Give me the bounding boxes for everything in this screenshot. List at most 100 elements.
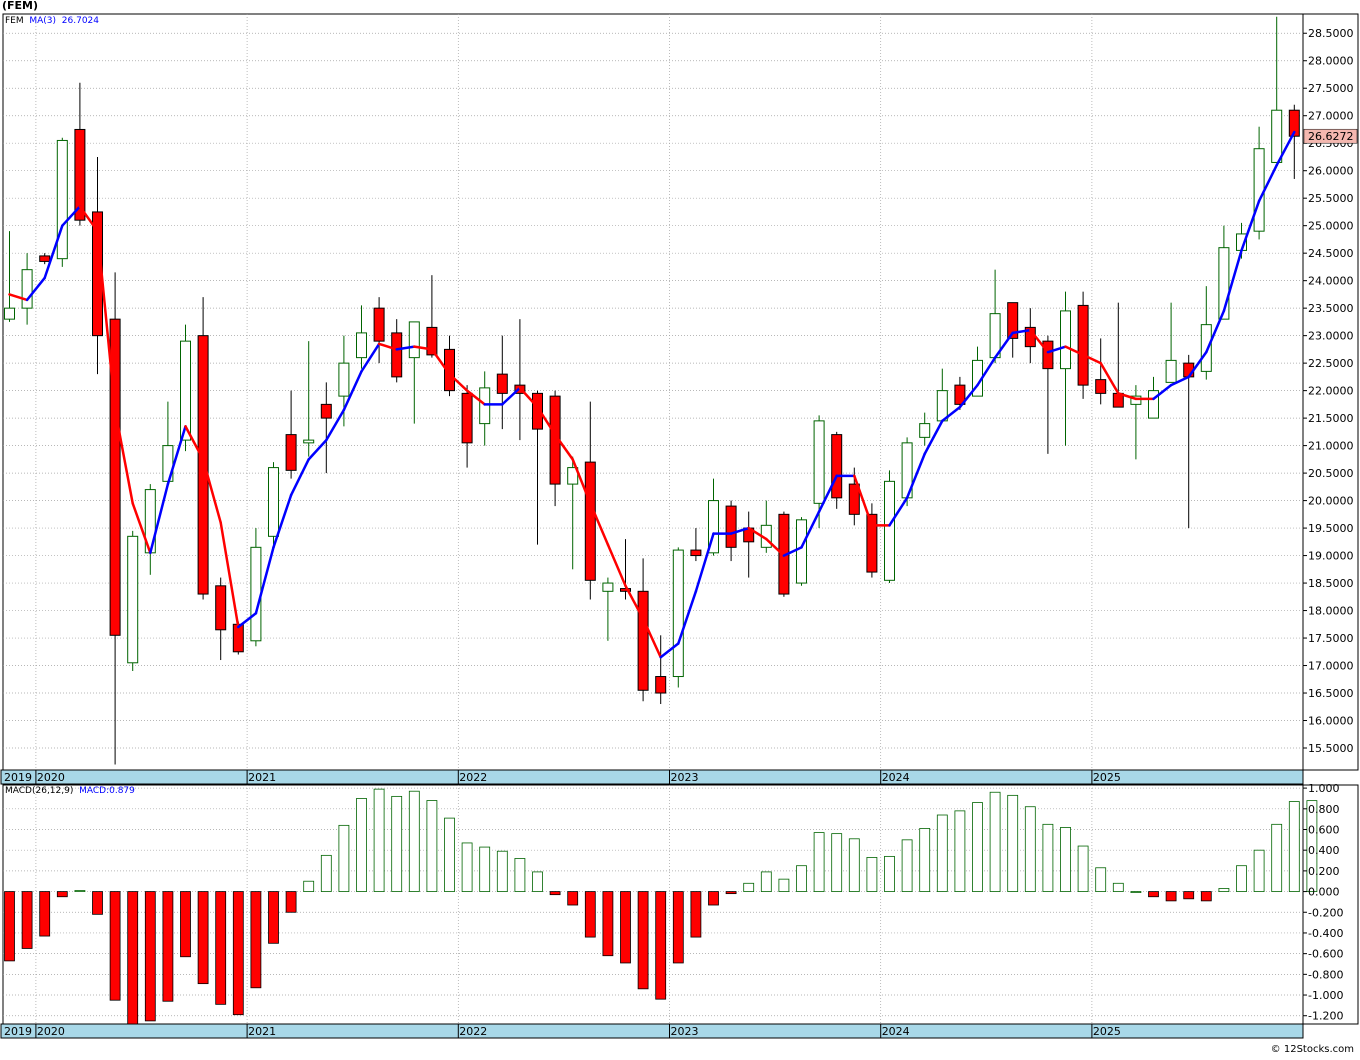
macd-legend: MACD(26,12,9) MACD:0.879 [5, 786, 135, 796]
price-x-axis-band [0, 769, 1304, 785]
ma-line-segment [465, 389, 486, 406]
macd-bar [74, 890, 86, 892]
ma-line-segment [589, 502, 610, 546]
price-x-tick-label: 2022 [459, 771, 487, 784]
candle-body [567, 467, 579, 485]
candle-body [1060, 310, 1071, 370]
macd-bar [4, 891, 15, 962]
macd-y-tick-label: 0.200 [1308, 865, 1340, 878]
candle-body [21, 269, 33, 309]
macd-bar [655, 891, 667, 1000]
macd-y-tick-label: 1.000 [1308, 782, 1340, 795]
macd-bar [285, 891, 297, 913]
ma-line-segment [254, 546, 275, 615]
macd-bar [866, 857, 878, 892]
macd-bar [197, 891, 209, 985]
price-y-tick-label: 23.0000 [1308, 330, 1354, 343]
price-y-tick-label: 16.5000 [1308, 687, 1354, 700]
price-plot-frame [2, 13, 1304, 771]
macd-bar [391, 795, 403, 892]
macd-bar [215, 891, 227, 1005]
macd-bar [444, 817, 455, 892]
macd-bar [232, 891, 244, 1016]
macd-bar [408, 790, 420, 892]
ma-line-segment [800, 510, 821, 549]
macd-bar [936, 814, 948, 892]
macd-bar [549, 891, 561, 896]
candle-body [197, 335, 209, 595]
ma-line-segment [641, 617, 662, 659]
candle-body [584, 461, 596, 581]
ma-line-segment [729, 526, 750, 535]
macd-bar [708, 891, 719, 906]
macd-bar [532, 871, 543, 892]
ma-line-segment [1099, 361, 1120, 395]
price-y-tick-label: 16.0000 [1308, 715, 1354, 728]
ma-line-segment [1064, 345, 1085, 357]
ma-line-segment [448, 372, 469, 392]
price-x-tick-label: 2020 [37, 771, 65, 784]
ma-line-segment [536, 405, 557, 436]
macd-bar [56, 891, 68, 898]
candle-body [127, 535, 139, 664]
candle-body [884, 480, 895, 581]
ma-line-segment [976, 356, 997, 387]
candle-body [426, 326, 438, 356]
candle-body [408, 321, 420, 359]
ma-line-segment [201, 458, 222, 524]
macd-bar [1236, 865, 1247, 892]
ma-line-segment [624, 584, 645, 621]
macd-bar [725, 891, 737, 895]
price-y-tick-label: 18.5000 [1308, 577, 1354, 590]
price-x-tick-label: 2025 [1093, 771, 1121, 784]
candle-body [1130, 395, 1142, 405]
macd-bar [373, 788, 385, 892]
price-y-tick-label: 19.0000 [1308, 550, 1354, 563]
price-y-tick-label: 15.5000 [1308, 742, 1354, 755]
chart-title: (FEM) [2, 0, 39, 12]
macd-bar [796, 865, 807, 892]
ma-line-segment [430, 348, 451, 376]
candle-body [848, 483, 860, 515]
candle-body [74, 128, 86, 221]
ma-line-segment [518, 386, 539, 409]
price-y-tick-label: 28.0000 [1308, 55, 1354, 68]
candle-body [620, 588, 631, 592]
candle-body [708, 500, 719, 554]
price-y-tick-label: 20.0000 [1308, 495, 1354, 508]
macd-x-tick-label: 2021 [248, 1025, 276, 1038]
ma-line-segment [395, 345, 416, 351]
macd-bar [144, 891, 156, 1022]
candle-body [602, 582, 614, 592]
macd-bar [1165, 891, 1177, 902]
macd-bar [848, 838, 860, 892]
price-y-tick-label: 28.5000 [1308, 27, 1354, 40]
candle-body [39, 255, 51, 262]
macd-bar [496, 850, 508, 892]
ma-line-segment [923, 419, 944, 456]
macd-bar [919, 828, 931, 892]
candle-body [813, 420, 825, 504]
price-x-tick-label: 2024 [882, 771, 910, 784]
ma-line-segment [747, 526, 768, 541]
candle-body [655, 676, 667, 694]
macd-bar [954, 810, 966, 892]
macd-bar [584, 891, 596, 938]
candle-body [725, 505, 737, 548]
ma-line-segment [1169, 375, 1190, 387]
macd-bar [884, 855, 895, 892]
ma-line-segment [377, 342, 398, 351]
candle-body [1271, 109, 1283, 163]
candle-body [56, 139, 68, 260]
ma-line-segment [1152, 383, 1173, 401]
site-credit: © 12Stocks.com [1270, 1044, 1354, 1055]
macd-x-tick-label: 2023 [671, 1025, 699, 1038]
ma-line-segment [1275, 130, 1296, 167]
ma-line-segment [8, 293, 29, 302]
macd-y-tick-label: 0.400 [1308, 844, 1340, 857]
ma-line-segment [166, 425, 187, 486]
macd-bar [1130, 891, 1142, 893]
candle-body [250, 546, 262, 642]
candle-body [496, 373, 508, 394]
ma-line-segment [1011, 328, 1032, 335]
